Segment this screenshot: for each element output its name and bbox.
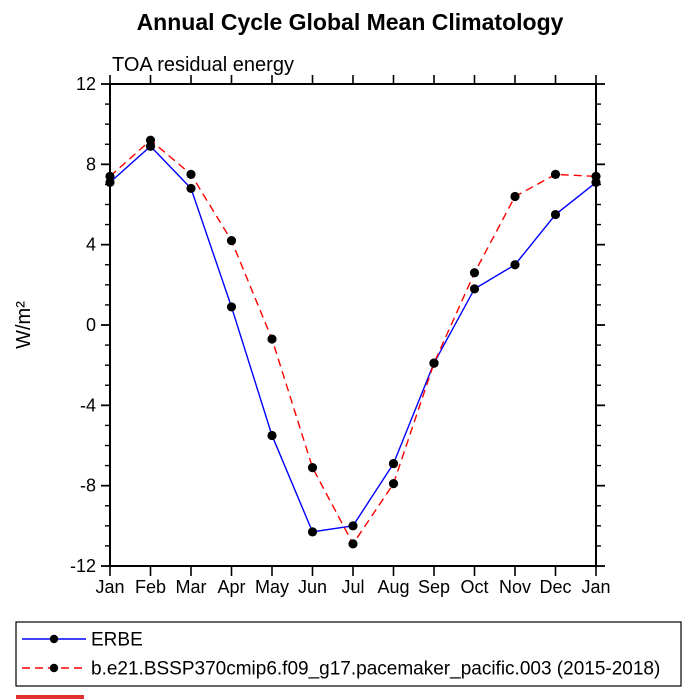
x-tick-label: Dec — [539, 577, 571, 597]
data-point — [388, 458, 399, 469]
series-line-erbe — [109, 145, 597, 533]
x-tick-label: Feb — [135, 577, 166, 597]
axes-frame — [109, 83, 597, 567]
chart-subtitle: TOA residual energy — [112, 54, 294, 76]
y-tick-label: -4 — [80, 395, 96, 415]
legend-frame — [15, 621, 682, 687]
y-tick-label: -12 — [70, 556, 96, 576]
data-point — [348, 539, 358, 549]
legend-box: ERBE b.e21.BSSP370cmip6.f09_g17.pacemaker… — [15, 621, 682, 687]
x-tick-label: Oct — [460, 577, 488, 597]
series-line-model — [109, 139, 597, 546]
data-point — [550, 169, 561, 179]
data-point — [469, 268, 480, 278]
data-point — [226, 302, 237, 312]
data-point — [267, 334, 277, 344]
data-point — [348, 521, 358, 531]
x-tick-label: Jun — [298, 577, 327, 597]
data-point — [469, 284, 480, 294]
legend-marker — [49, 663, 59, 673]
data-point — [105, 171, 115, 181]
data-point — [186, 183, 196, 194]
data-point — [307, 462, 318, 473]
y-axis-label: W/m² — [13, 301, 35, 349]
data-point — [267, 430, 277, 441]
data-point — [307, 527, 318, 537]
x-tick-label: Sep — [418, 577, 450, 597]
x-tick-label: Apr — [217, 577, 245, 597]
x-tick-label: Aug — [377, 577, 409, 597]
x-tick-label: Nov — [499, 577, 531, 597]
x-tick-label: Jul — [341, 577, 364, 597]
data-point — [510, 260, 520, 270]
x-tick-label: Jan — [95, 577, 124, 597]
data-point — [226, 236, 237, 246]
x-tick-label: Jan — [581, 577, 610, 597]
x-tick-label: May — [255, 577, 289, 597]
legend-entry-label: ERBE — [91, 630, 143, 651]
y-tick-label: 8 — [86, 154, 96, 174]
y-tick-label: 4 — [86, 235, 96, 255]
data-point — [591, 171, 601, 181]
bottom-left-red-artifact — [16, 695, 84, 699]
legend-entry-label: b.e21.BSSP370cmip6.f09_g17.pacemaker_pac… — [91, 659, 660, 680]
data-point — [388, 479, 399, 489]
y-tick-label: 12 — [76, 74, 96, 94]
data-point — [510, 191, 520, 202]
x-tick-label: Mar — [176, 577, 207, 597]
y-tick-label: -8 — [80, 476, 96, 496]
chart-title: Annual Cycle Global Mean Climatology — [137, 9, 564, 35]
y-tick-label: 0 — [86, 315, 96, 335]
data-point — [550, 209, 561, 220]
data-point — [186, 169, 196, 179]
data-point — [429, 358, 439, 368]
plot-area: -12 -8 -4 0 4 8 12 Jan Feb Mar Apr May Jun Jul Aug Sep O… — [70, 74, 611, 597]
legend-marker — [49, 634, 59, 644]
data-point — [145, 135, 156, 145]
